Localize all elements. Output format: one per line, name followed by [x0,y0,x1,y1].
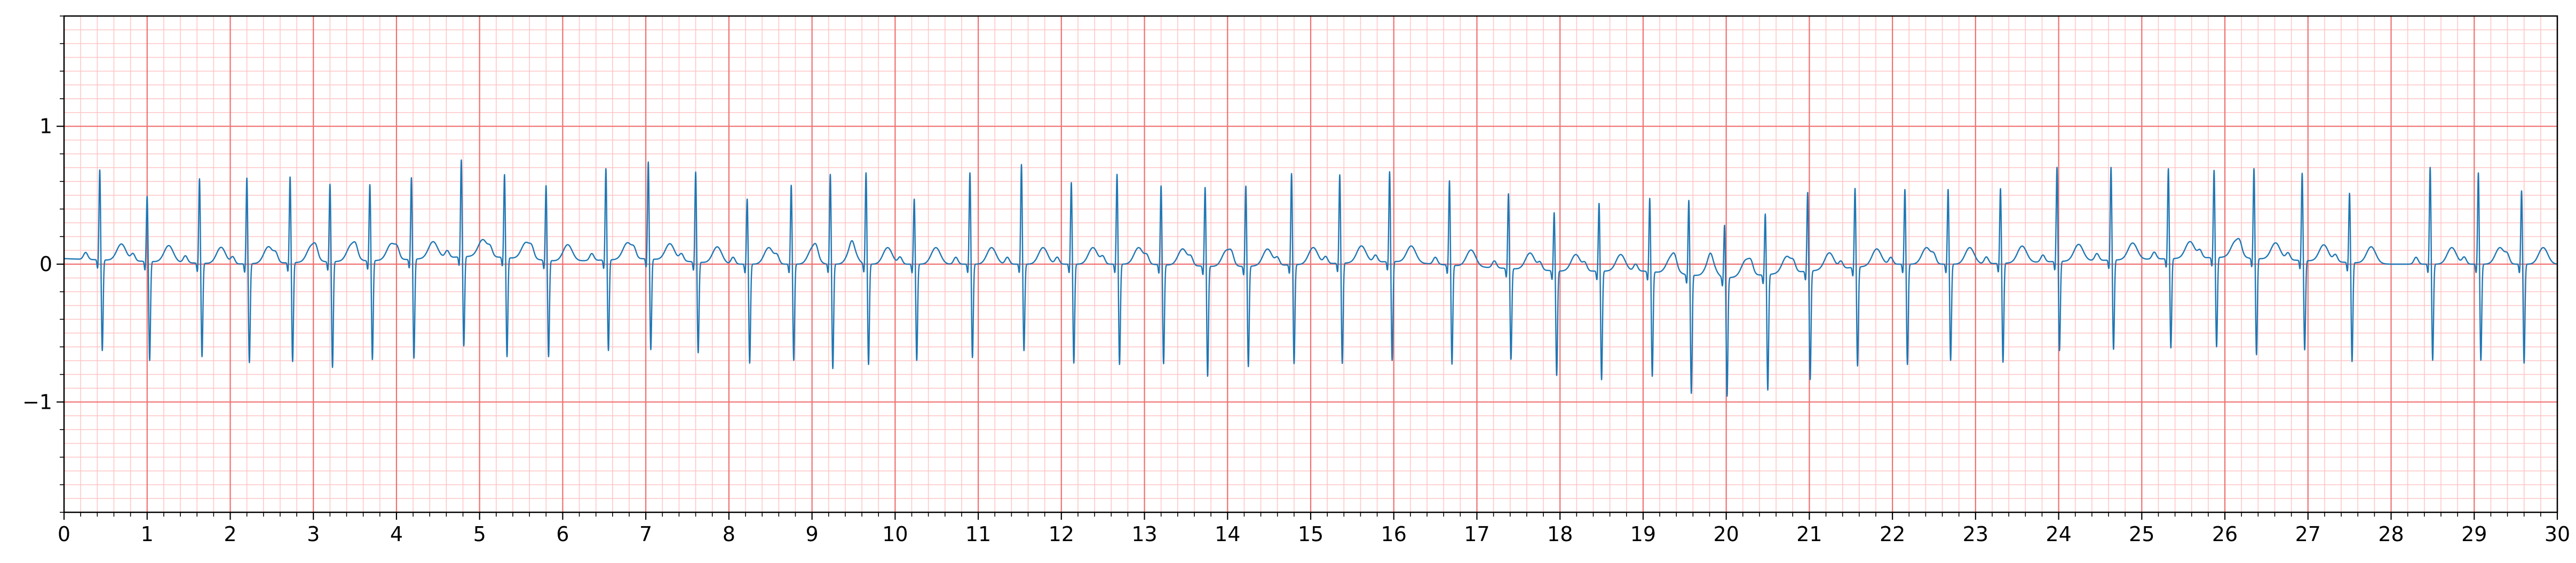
y-tick-label: −1 [22,390,52,414]
x-tick-label: 10 [882,522,908,546]
x-tick-label: 0 [58,522,70,546]
x-tick-label: 20 [1713,522,1739,546]
x-tick-label: 30 [2545,522,2570,546]
x-tick-label: 3 [307,522,320,546]
x-tick-label: 13 [1131,522,1157,546]
x-tick-label: 23 [1963,522,1988,546]
x-tick-label: 2 [224,522,236,546]
x-tick-label: 7 [639,522,652,546]
x-tick-label: 18 [1547,522,1573,546]
x-tick-label: 26 [2212,522,2238,546]
ecg-trace-layer [64,159,2558,397]
x-tick-label: 24 [2046,522,2071,546]
x-tick-label: 6 [556,522,569,546]
x-tick-label: 22 [1880,522,1905,546]
x-tick-label: 15 [1298,522,1323,546]
x-tick-label: 29 [2461,522,2487,546]
y-axis-ticks: −1 0 1 [22,15,64,513]
x-tick-label: 27 [2295,522,2321,546]
x-axis-ticks: 0 1 2 3 4 5 6 7 8 9 10 11 12 13 14 15 16 17 18 19 20 21 22 23 24… [58,512,2570,546]
x-tick-label: 25 [2129,522,2154,546]
x-tick-label: 12 [1049,522,1074,546]
x-tick-label: 1 [141,522,154,546]
x-tick-label: 21 [1796,522,1822,546]
x-tick-label: 28 [2378,522,2404,546]
x-tick-label: 5 [473,522,486,546]
x-tick-label: 9 [806,522,819,546]
y-tick-label: 0 [39,252,52,276]
ecg-series-line [64,159,2558,397]
x-tick-label: 4 [390,522,403,546]
x-tick-label: 16 [1381,522,1407,546]
y-tick-label: 1 [39,115,52,138]
x-tick-label: 17 [1464,522,1489,546]
x-tick-label: 11 [965,522,991,546]
x-tick-label: 19 [1630,522,1656,546]
x-tick-label: 14 [1215,522,1240,546]
x-tick-label: 8 [723,522,735,546]
